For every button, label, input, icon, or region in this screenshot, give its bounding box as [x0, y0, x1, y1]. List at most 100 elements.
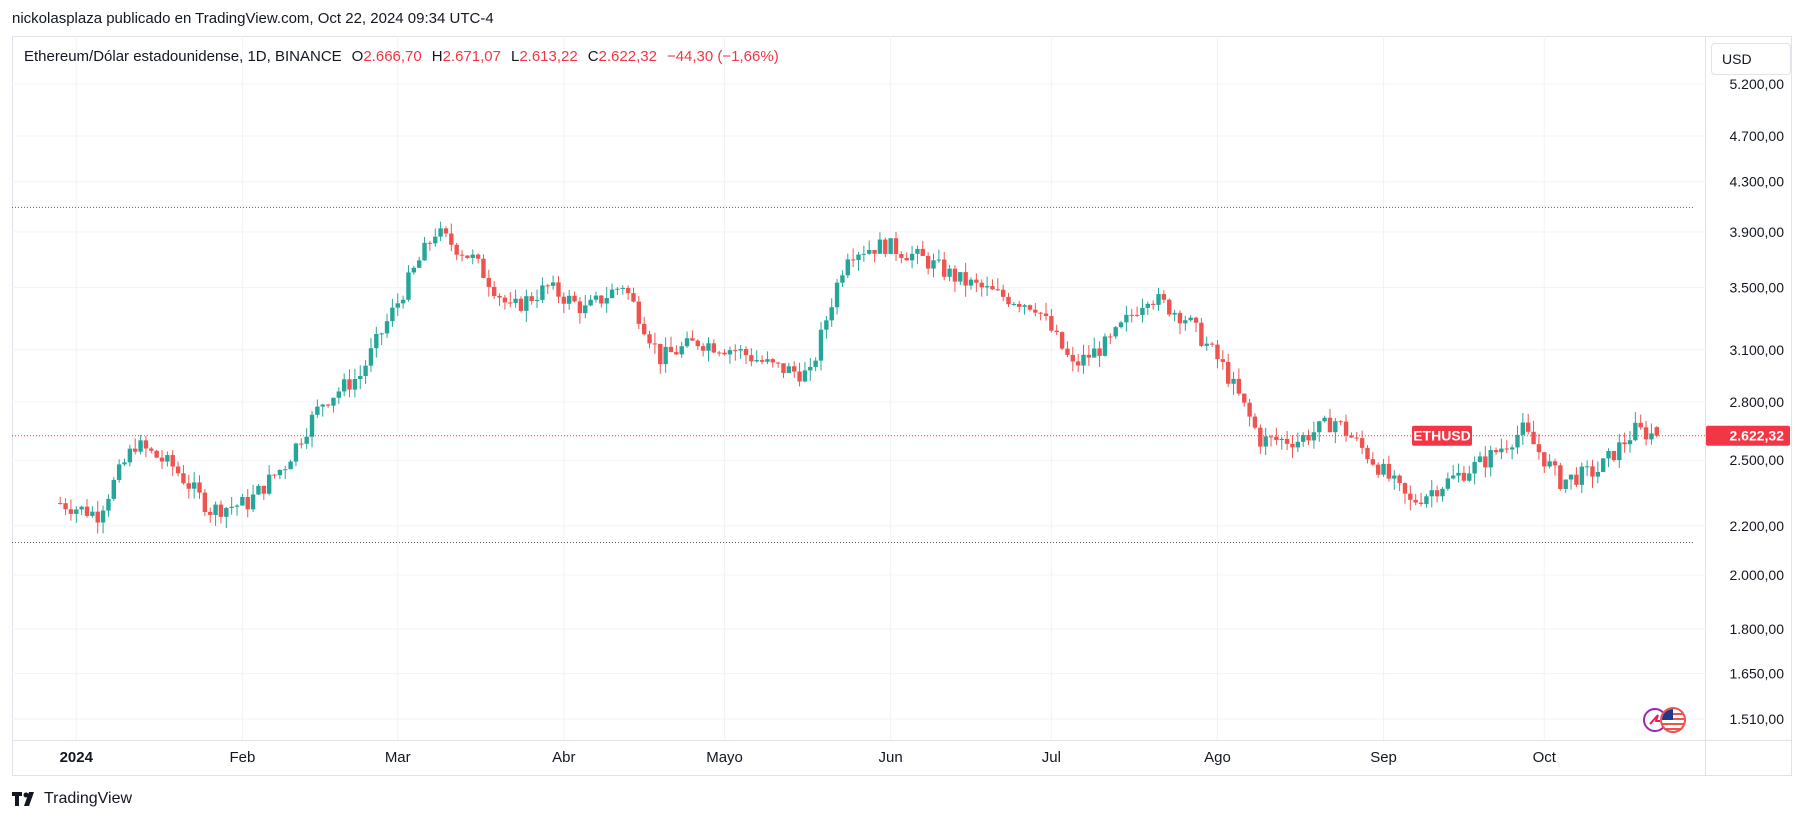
candle-body — [845, 259, 850, 276]
candle-body — [1493, 450, 1499, 453]
candle-body — [690, 338, 695, 341]
candle-body — [1509, 447, 1515, 450]
candle-body — [641, 323, 647, 335]
candle-body — [652, 343, 658, 345]
candle-body — [1515, 434, 1520, 448]
candle-body — [786, 366, 792, 373]
candle-body — [1043, 313, 1049, 317]
candle-body — [1242, 393, 1247, 403]
candle-body — [1183, 320, 1188, 324]
candle-body — [722, 352, 727, 355]
candle-body — [1231, 378, 1236, 384]
price-chart[interactable]: 5.200,00 4.700,00 4.300,00 3.900,00 3.500,00… — [12, 36, 1792, 776]
candle-body — [1595, 471, 1601, 477]
candle-body — [1059, 332, 1065, 349]
tradingview-footer[interactable]: TradingView — [12, 790, 132, 808]
candle-body — [663, 346, 668, 365]
candle-body — [197, 482, 202, 493]
us-flag-icon[interactable] — [1641, 706, 1689, 734]
time-tick-label: Sep — [1370, 749, 1397, 766]
candle-body — [636, 301, 642, 324]
price-tick-label: 2.800,00 — [1730, 394, 1785, 410]
candle-body — [1102, 336, 1108, 356]
candle-body — [315, 406, 320, 415]
candle-body — [261, 485, 267, 494]
candle-body — [116, 464, 122, 480]
candle-body — [74, 509, 79, 514]
candle-body — [545, 285, 550, 287]
candle-body — [127, 448, 133, 463]
price-tick-label: 1.800,00 — [1730, 621, 1785, 637]
candle-body — [867, 249, 872, 254]
candle-body — [266, 474, 272, 494]
candle-body — [411, 267, 417, 273]
candle-body — [1017, 303, 1022, 307]
candles-group — [58, 221, 1659, 534]
candle-body — [1252, 416, 1258, 428]
candle-body — [593, 295, 599, 300]
candle-body — [159, 457, 165, 462]
close-value: 2.622,32 — [598, 48, 657, 65]
candle-body — [668, 346, 674, 353]
candle-body — [1204, 343, 1209, 346]
candle-body — [684, 338, 690, 347]
candle-body — [1601, 458, 1606, 472]
candle-body — [1247, 402, 1252, 417]
candle-body — [390, 307, 395, 322]
candle-body — [95, 511, 100, 523]
candle-body — [674, 352, 679, 355]
candle-body — [604, 298, 609, 304]
candle-body — [181, 473, 186, 484]
candle-body — [1531, 431, 1536, 445]
candle-body — [1542, 452, 1547, 467]
candle-body — [1483, 456, 1488, 468]
candle-body — [416, 260, 422, 268]
low-value: 2.613,22 — [519, 48, 578, 65]
candle-body — [502, 297, 508, 303]
candle-body — [1006, 296, 1011, 305]
candle-body — [861, 253, 867, 255]
candle-body — [920, 248, 925, 256]
candle-body — [1092, 348, 1097, 358]
candle-body — [1000, 289, 1006, 297]
candle-body — [1381, 463, 1386, 475]
candle-body — [561, 296, 567, 304]
currency-selector[interactable]: USD — [1711, 43, 1791, 75]
open-value: 2.666,70 — [363, 48, 422, 65]
candle-body — [1611, 450, 1617, 461]
candle-body — [1156, 294, 1161, 305]
candle-body — [984, 286, 990, 288]
candle-body — [481, 258, 486, 278]
candle-body — [497, 295, 502, 298]
candle-body — [491, 286, 497, 296]
candle-body — [288, 461, 293, 470]
publisher-line: nickolasplaza publicado en TradingView.c… — [12, 10, 494, 27]
candle-body — [1236, 378, 1242, 394]
candle-body — [1113, 327, 1118, 337]
candle-body — [1354, 437, 1359, 439]
price-tick-label: 2.500,00 — [1730, 452, 1785, 468]
candle-body — [1461, 472, 1467, 481]
candle-body — [1049, 316, 1054, 331]
candle-body — [1327, 417, 1333, 433]
candle-body — [384, 321, 390, 334]
candle-body — [1456, 472, 1461, 476]
candle-body — [1022, 305, 1027, 307]
candle-body — [1590, 466, 1595, 477]
candle-body — [465, 255, 470, 259]
candle-body — [68, 509, 74, 514]
candle-body — [1349, 435, 1354, 438]
candle-body — [149, 448, 154, 451]
candle-body — [1279, 438, 1284, 441]
candle-body — [1649, 433, 1654, 440]
candle-body — [775, 362, 781, 364]
candle-body — [518, 298, 524, 311]
symbol-line[interactable]: Ethereum/Dólar estadounidense, 1D, BINAN… — [24, 48, 342, 65]
price-tick-label: 4.300,00 — [1730, 174, 1785, 190]
time-tick-label: Mayo — [706, 749, 743, 766]
candle-body — [143, 440, 149, 449]
candle-body — [824, 320, 829, 330]
candle-body — [256, 485, 261, 495]
candle-body — [58, 503, 63, 505]
candle-body — [792, 366, 797, 372]
